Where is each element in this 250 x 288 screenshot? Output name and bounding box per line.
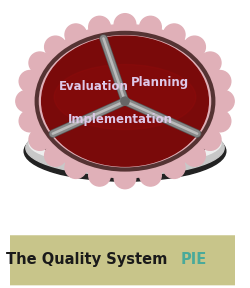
Circle shape <box>184 36 205 58</box>
Text: Evaluation: Evaluation <box>58 80 128 93</box>
Text: PIE: PIE <box>180 252 206 267</box>
Circle shape <box>140 164 161 186</box>
Ellipse shape <box>24 121 226 181</box>
Circle shape <box>19 71 41 92</box>
Circle shape <box>65 157 87 178</box>
Circle shape <box>45 36 66 58</box>
Circle shape <box>209 110 231 132</box>
FancyBboxPatch shape <box>3 235 242 285</box>
Text: Implementation: Implementation <box>68 113 173 126</box>
Circle shape <box>29 129 51 150</box>
Circle shape <box>29 52 51 74</box>
Ellipse shape <box>42 36 208 166</box>
Circle shape <box>114 167 136 189</box>
Circle shape <box>121 97 129 105</box>
Circle shape <box>199 129 221 150</box>
Text: The Quality System: The Quality System <box>6 252 172 267</box>
Circle shape <box>212 90 234 112</box>
Circle shape <box>65 24 87 46</box>
Text: Planning: Planning <box>131 76 189 89</box>
Circle shape <box>163 24 185 46</box>
Circle shape <box>19 110 41 132</box>
Circle shape <box>199 52 221 74</box>
Ellipse shape <box>38 123 212 154</box>
Circle shape <box>209 71 231 92</box>
Ellipse shape <box>36 124 214 159</box>
Ellipse shape <box>36 123 214 156</box>
Circle shape <box>163 157 185 178</box>
Circle shape <box>89 16 110 38</box>
Circle shape <box>184 145 205 166</box>
Circle shape <box>140 16 161 38</box>
Circle shape <box>114 14 136 35</box>
Circle shape <box>89 164 110 186</box>
Ellipse shape <box>29 122 221 165</box>
Ellipse shape <box>27 24 223 178</box>
Circle shape <box>45 145 66 166</box>
Ellipse shape <box>54 65 196 130</box>
Ellipse shape <box>26 120 224 175</box>
Circle shape <box>16 90 38 112</box>
